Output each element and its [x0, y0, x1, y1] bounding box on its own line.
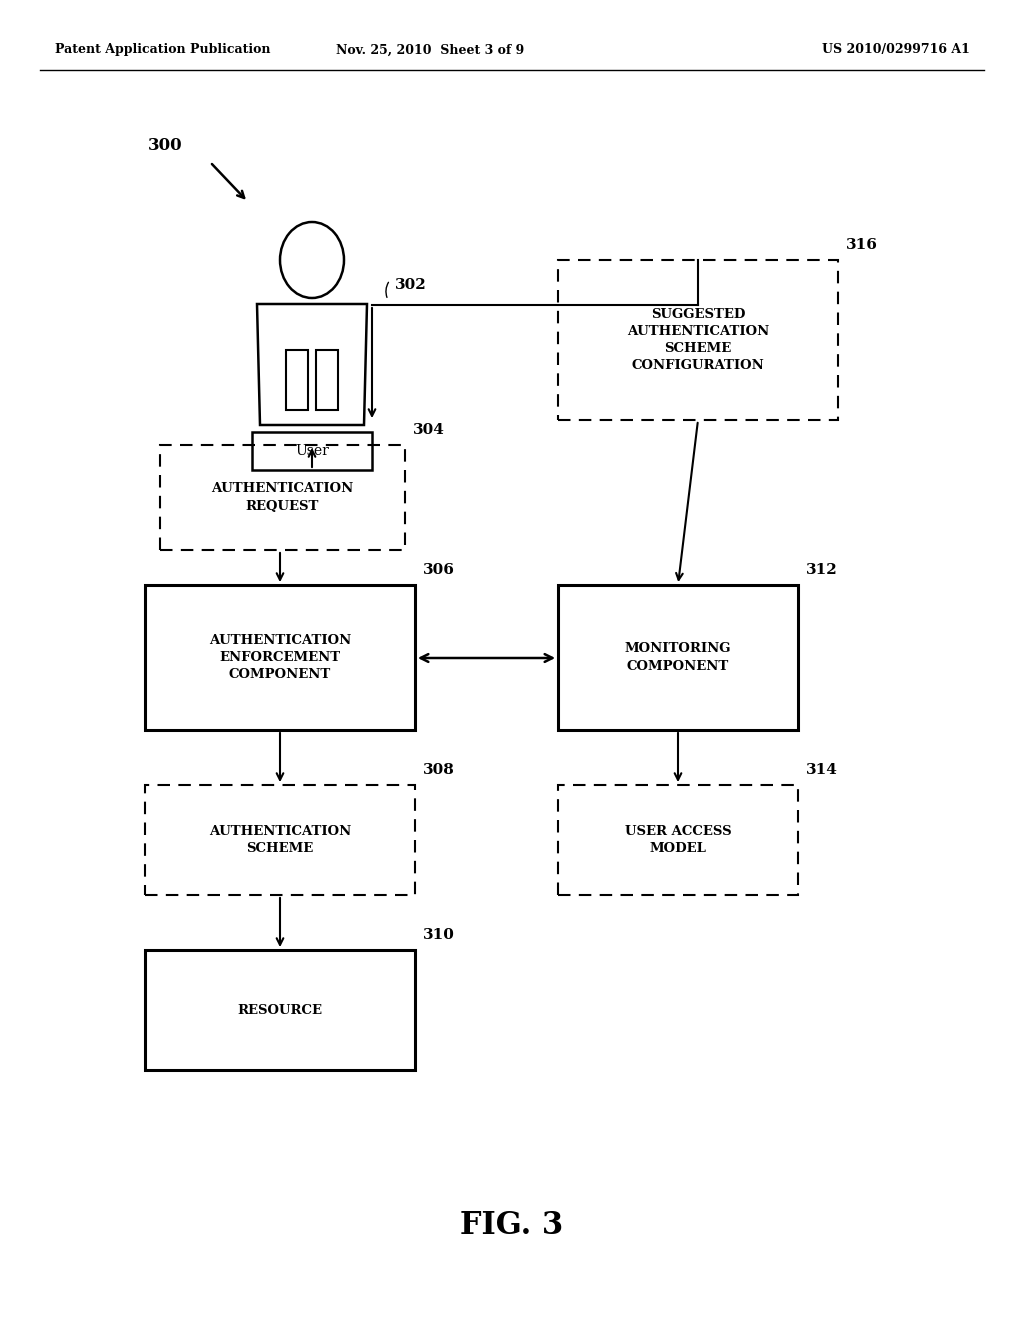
- Text: 306: 306: [423, 564, 455, 577]
- Text: SUGGESTED
AUTHENTICATION
SCHEME
CONFIGURATION: SUGGESTED AUTHENTICATION SCHEME CONFIGUR…: [627, 308, 769, 372]
- Text: AUTHENTICATION
ENFORCEMENT
COMPONENT: AUTHENTICATION ENFORCEMENT COMPONENT: [209, 634, 351, 681]
- Text: 302: 302: [395, 279, 427, 292]
- Text: 304: 304: [413, 422, 444, 437]
- Text: Nov. 25, 2010  Sheet 3 of 9: Nov. 25, 2010 Sheet 3 of 9: [336, 44, 524, 57]
- Text: 312: 312: [806, 564, 838, 577]
- Bar: [558, 260, 838, 420]
- Text: 316: 316: [846, 238, 878, 252]
- Text: RESOURCE: RESOURCE: [238, 1003, 323, 1016]
- Text: USER ACCESS
MODEL: USER ACCESS MODEL: [625, 825, 731, 855]
- Text: AUTHENTICATION
REQUEST: AUTHENTICATION REQUEST: [211, 483, 353, 512]
- Text: MONITORING
COMPONENT: MONITORING COMPONENT: [625, 643, 731, 672]
- Bar: [145, 585, 415, 730]
- Bar: [145, 950, 415, 1071]
- Text: US 2010/0299716 A1: US 2010/0299716 A1: [822, 44, 970, 57]
- Bar: [252, 432, 372, 470]
- Bar: [145, 785, 415, 895]
- Text: User: User: [295, 444, 329, 458]
- Bar: [316, 350, 338, 411]
- Text: 310: 310: [423, 928, 455, 942]
- Bar: [558, 785, 798, 895]
- Text: AUTHENTICATION
SCHEME: AUTHENTICATION SCHEME: [209, 825, 351, 855]
- Text: 314: 314: [806, 763, 838, 777]
- Bar: [160, 445, 406, 550]
- Text: 308: 308: [423, 763, 455, 777]
- Bar: [286, 350, 308, 411]
- Bar: [558, 585, 798, 730]
- Text: FIG. 3: FIG. 3: [461, 1209, 563, 1241]
- Text: 300: 300: [148, 136, 182, 153]
- Text: Patent Application Publication: Patent Application Publication: [55, 44, 270, 57]
